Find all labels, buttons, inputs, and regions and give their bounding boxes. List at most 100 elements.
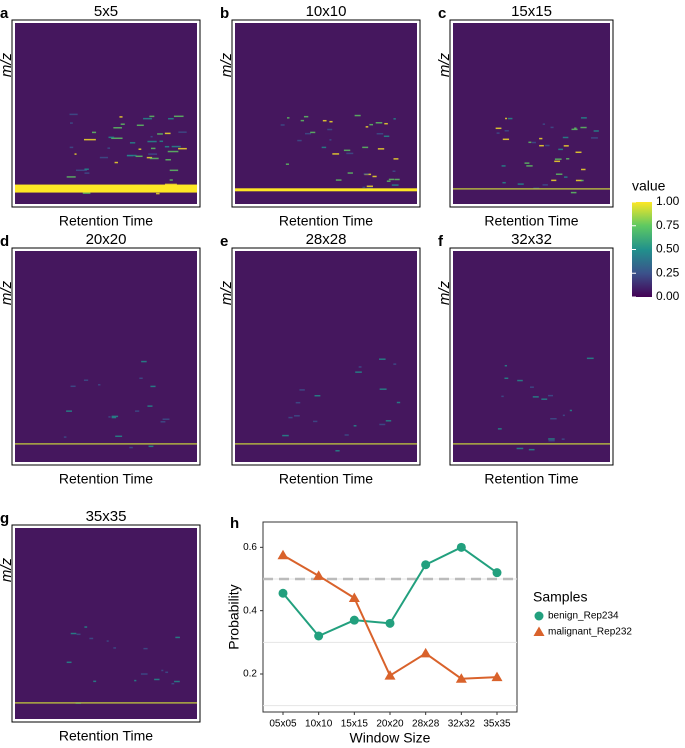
heatmap-texture xyxy=(174,680,180,683)
y-tick-label: 0.4 xyxy=(243,605,257,616)
heatmap-texture xyxy=(372,175,377,178)
heatmap-band xyxy=(453,188,610,190)
heatmap-texture xyxy=(363,173,369,175)
heatmap-texture xyxy=(300,119,305,122)
heatmap-texture xyxy=(383,135,390,138)
data-point xyxy=(277,549,289,560)
x-tick-label: 20x20 xyxy=(376,719,404,730)
heatmap-texture xyxy=(287,117,290,119)
panel-letter: g xyxy=(0,510,9,527)
heatmap-texture xyxy=(571,128,578,131)
heatmap-texture xyxy=(379,388,387,390)
heatmap-texture xyxy=(150,135,153,138)
heatmap-image xyxy=(453,251,610,462)
panel-letter: b xyxy=(220,5,229,22)
heatmap-texture xyxy=(505,117,508,120)
axis-label: m/z xyxy=(0,280,15,305)
heatmap-texture xyxy=(502,138,510,141)
heatmap-texture xyxy=(69,113,78,116)
colorbar-tick-label: 0.00 xyxy=(656,289,680,303)
heatmap-frame xyxy=(449,19,614,208)
heatmap-texture xyxy=(548,439,555,442)
y-tick-label: 0.2 xyxy=(243,669,257,680)
heatmap-texture xyxy=(570,191,577,194)
heatmap-texture xyxy=(83,379,89,381)
heatmap-texture xyxy=(135,155,143,158)
heatmap-texture xyxy=(343,149,351,152)
data-point xyxy=(349,615,359,625)
x-tick-label: 05x05 xyxy=(269,719,297,730)
axis-label: Retention Time xyxy=(279,471,373,487)
colorbar-title: value xyxy=(632,178,666,194)
heatmap-frame xyxy=(11,247,201,466)
heatmap-texture xyxy=(113,647,117,649)
panel-title: 32x32 xyxy=(511,231,552,248)
heatmap-texture xyxy=(580,117,587,119)
heatmap-image xyxy=(235,23,417,204)
heatmap-texture xyxy=(393,158,399,160)
heatmap-texture xyxy=(114,161,118,164)
heatmap-texture xyxy=(504,364,508,367)
heatmap-texture xyxy=(369,123,374,126)
heatmap-texture xyxy=(161,669,164,672)
heatmap-texture xyxy=(70,385,76,388)
heatmap-texture xyxy=(548,394,554,397)
heatmap-texture xyxy=(581,168,586,171)
axis-label: Retention Time xyxy=(59,471,153,487)
heatmap-texture xyxy=(593,130,599,132)
data-point xyxy=(492,568,502,578)
heatmap-texture xyxy=(495,127,502,130)
heatmap-texture xyxy=(148,153,158,155)
heatmap-texture xyxy=(388,178,394,181)
heatmap-texture xyxy=(310,131,316,134)
heatmap-texture xyxy=(580,179,584,182)
axis-label: Retention Time xyxy=(59,213,153,229)
heatmap-texture xyxy=(280,124,285,126)
heatmap-texture xyxy=(171,682,175,685)
heatmap-texture xyxy=(134,679,137,682)
heatmap-texture xyxy=(335,179,342,181)
data-point xyxy=(384,670,396,680)
heatmap-texture xyxy=(84,626,88,628)
heatmap-texture xyxy=(528,448,535,451)
heatmap-texture xyxy=(346,152,354,155)
heatmap-texture xyxy=(143,117,152,120)
panel-title: 20x20 xyxy=(86,231,127,248)
legend-label: benign_Rep234 xyxy=(548,611,619,622)
heatmap-texture xyxy=(146,156,153,159)
panel-letter: e xyxy=(220,233,228,250)
heatmap-texture xyxy=(393,118,396,120)
data-point xyxy=(278,588,288,598)
heatmap-texture xyxy=(517,183,524,185)
heatmap-texture xyxy=(358,366,362,368)
x-tick-label: 28x28 xyxy=(412,719,440,730)
heatmap-texture xyxy=(295,401,301,404)
heatmap-texture xyxy=(533,187,540,189)
heatmap-frame xyxy=(11,524,201,723)
data-point xyxy=(385,618,395,628)
heatmap-texture xyxy=(164,183,177,186)
heatmap-texture xyxy=(344,434,349,436)
heatmap-texture xyxy=(563,145,569,147)
data-point xyxy=(491,671,503,682)
heatmap-texture xyxy=(561,438,565,440)
heatmap-texture xyxy=(149,115,155,118)
heatmap-texture xyxy=(586,357,594,360)
data-point xyxy=(534,611,544,621)
heatmap-texture xyxy=(393,363,397,365)
heatmap-texture xyxy=(528,141,532,144)
heatmap-texture xyxy=(362,146,369,149)
heatmap-texture xyxy=(294,415,300,417)
axis-label: m/z xyxy=(218,280,235,305)
heatmap-texture xyxy=(394,178,400,181)
heatmap-texture xyxy=(516,447,524,450)
heatmap-texture xyxy=(531,141,536,144)
axis-label: m/z xyxy=(218,52,235,77)
heatmap-texture xyxy=(554,160,561,163)
heatmap-band xyxy=(15,443,197,445)
heatmap-texture xyxy=(178,131,187,133)
heatmap-texture xyxy=(63,436,67,438)
heatmap-texture xyxy=(517,379,523,382)
heatmap-texture xyxy=(574,127,577,129)
heatmap-texture xyxy=(554,158,562,160)
